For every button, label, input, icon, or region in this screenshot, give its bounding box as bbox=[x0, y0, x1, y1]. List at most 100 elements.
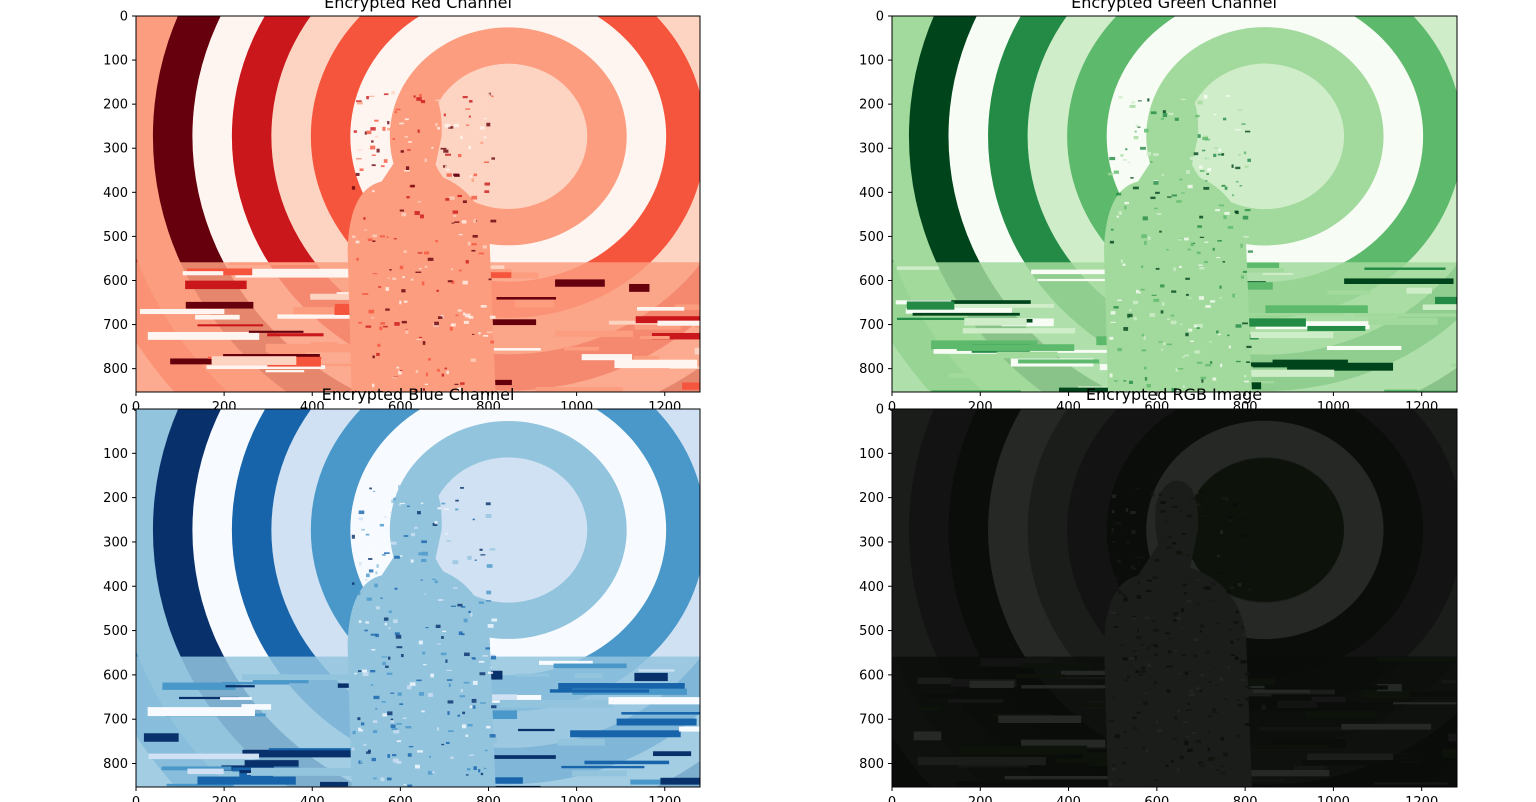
person-texture bbox=[1137, 126, 1141, 128]
person-texture bbox=[1149, 161, 1153, 163]
person-texture bbox=[365, 533, 370, 536]
person-texture bbox=[1113, 306, 1119, 309]
person-texture bbox=[1184, 237, 1189, 241]
x-tick-label: 600 bbox=[388, 795, 413, 802]
sea-streak bbox=[1435, 296, 1457, 304]
person-texture bbox=[1237, 571, 1241, 574]
sea-streak bbox=[1377, 656, 1457, 662]
person-texture bbox=[1120, 154, 1124, 157]
person-texture bbox=[405, 363, 411, 368]
person-texture bbox=[1143, 335, 1146, 340]
person-texture bbox=[408, 745, 414, 748]
person-texture bbox=[381, 656, 388, 658]
person-texture bbox=[414, 388, 418, 392]
person-texture bbox=[1242, 633, 1249, 635]
person-texture bbox=[465, 512, 470, 517]
person-texture bbox=[434, 580, 438, 584]
person-texture bbox=[480, 772, 484, 776]
sea-streak bbox=[472, 710, 518, 720]
person-silhouette bbox=[1104, 87, 1253, 392]
person-texture bbox=[1240, 679, 1246, 681]
person-texture bbox=[1224, 186, 1228, 190]
person-texture bbox=[1189, 156, 1195, 161]
person-texture bbox=[429, 755, 432, 758]
person-texture bbox=[374, 119, 379, 122]
person-texture bbox=[1188, 291, 1194, 294]
person-texture bbox=[1174, 117, 1179, 121]
sea-streak bbox=[1252, 689, 1311, 693]
person-texture bbox=[1195, 114, 1200, 118]
person-texture bbox=[446, 679, 453, 681]
person-texture bbox=[1178, 239, 1183, 241]
axes-frame bbox=[135, 15, 701, 393]
sea-streak bbox=[252, 677, 309, 684]
person-texture bbox=[368, 569, 374, 573]
person-texture bbox=[1109, 156, 1116, 161]
sea-streak bbox=[1361, 689, 1457, 699]
person-texture bbox=[1158, 770, 1164, 773]
person-texture bbox=[1140, 265, 1144, 269]
person-texture bbox=[1146, 645, 1151, 650]
person-texture bbox=[1116, 613, 1120, 616]
person-texture bbox=[380, 277, 383, 280]
person-texture bbox=[446, 669, 453, 671]
person-texture bbox=[1118, 591, 1123, 595]
person-texture bbox=[1232, 502, 1238, 507]
y-tick-label: 0 bbox=[120, 403, 128, 418]
person-texture bbox=[1202, 586, 1206, 590]
person-texture bbox=[1216, 571, 1223, 574]
person-texture bbox=[451, 280, 455, 284]
sea-streak bbox=[1277, 700, 1318, 709]
person-texture bbox=[406, 685, 412, 690]
person-texture bbox=[1111, 767, 1116, 771]
person-texture bbox=[1178, 265, 1182, 268]
person-texture bbox=[410, 278, 414, 281]
person-texture bbox=[471, 657, 476, 659]
person-texture bbox=[432, 522, 438, 526]
person-texture bbox=[377, 106, 383, 109]
person-texture bbox=[1196, 687, 1200, 691]
person-texture bbox=[1198, 264, 1203, 266]
person-texture bbox=[372, 240, 376, 242]
person-texture bbox=[1213, 667, 1216, 669]
person-texture bbox=[389, 512, 392, 514]
sea-streak bbox=[674, 304, 700, 310]
person-texture bbox=[1237, 583, 1242, 587]
person-texture bbox=[1168, 112, 1174, 116]
sea-streak bbox=[296, 363, 389, 367]
person-texture bbox=[1213, 113, 1217, 116]
person-texture bbox=[1150, 196, 1156, 200]
person-texture bbox=[472, 518, 475, 521]
person-texture bbox=[1160, 501, 1167, 504]
sea-streak bbox=[1031, 269, 1125, 275]
person-texture bbox=[450, 225, 456, 228]
person-texture bbox=[489, 654, 495, 658]
person-texture bbox=[1177, 709, 1180, 712]
person-texture bbox=[399, 555, 403, 557]
person-texture bbox=[1237, 735, 1240, 737]
person-texture bbox=[358, 510, 365, 515]
person-texture bbox=[1194, 350, 1201, 354]
person-texture bbox=[1193, 490, 1199, 494]
person-texture bbox=[1237, 109, 1243, 111]
sea-streak bbox=[1354, 313, 1457, 317]
person-texture bbox=[489, 170, 492, 175]
person-texture bbox=[1176, 550, 1183, 555]
person-texture bbox=[1147, 236, 1151, 240]
sea-streak bbox=[1393, 753, 1425, 762]
person-texture bbox=[445, 741, 450, 744]
person-texture bbox=[1165, 520, 1169, 523]
sea-streak bbox=[170, 358, 241, 365]
sea-streak bbox=[220, 697, 252, 700]
person-texture bbox=[375, 606, 380, 610]
person-texture bbox=[1242, 215, 1249, 220]
person-texture bbox=[387, 656, 391, 660]
person-texture bbox=[416, 338, 422, 341]
person-texture bbox=[1199, 215, 1204, 219]
person-texture bbox=[1240, 254, 1244, 257]
center-disc bbox=[1185, 458, 1344, 602]
sea-streak bbox=[996, 351, 1058, 359]
person-texture bbox=[1133, 316, 1137, 321]
person-texture bbox=[484, 182, 491, 186]
person-texture bbox=[363, 108, 369, 113]
